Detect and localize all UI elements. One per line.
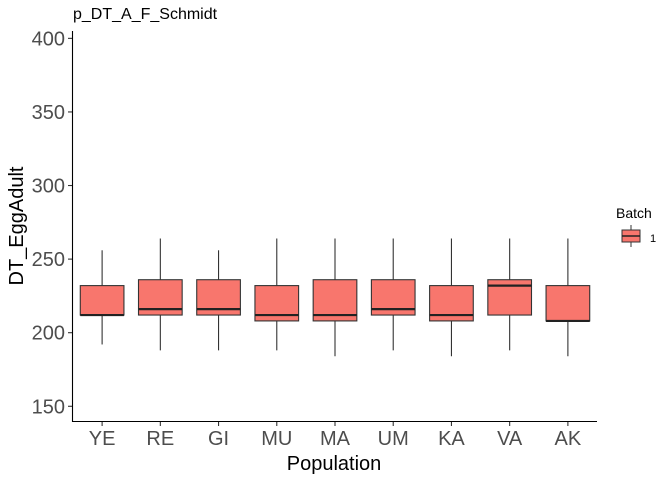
- y-tick-label: 150: [32, 396, 65, 418]
- x-tick-label: MA: [320, 428, 351, 450]
- box-body: [545, 285, 591, 322]
- y-axis: 150 200 250 300 350 400: [32, 28, 73, 418]
- box-va: [487, 238, 533, 351]
- x-tick-label: YE: [89, 428, 116, 450]
- chart-title: p_DT_A_F_Schmidt: [73, 6, 218, 23]
- x-axis: YE RE GI MU MA UM KA VA AK: [89, 421, 582, 450]
- legend-key: [621, 225, 641, 247]
- y-tick-label: 400: [32, 28, 65, 50]
- y-axis-title: DT_EggAdult: [6, 166, 28, 285]
- box-ma: [312, 238, 358, 357]
- box-re: [137, 238, 183, 351]
- boxplot-series: [79, 238, 591, 357]
- legend-title: Batch: [616, 205, 652, 221]
- x-tick-label: AK: [555, 428, 582, 450]
- x-tick-label: UM: [378, 428, 409, 450]
- box-mu: [254, 238, 300, 351]
- y-tick-label: 350: [32, 102, 65, 124]
- x-tick-label: GI: [208, 428, 229, 450]
- x-tick-label: RE: [146, 428, 174, 450]
- legend: Batch 1: [616, 205, 656, 247]
- box-um: [370, 238, 416, 351]
- x-tick-label: VA: [497, 428, 523, 450]
- box-body: [79, 285, 125, 316]
- y-tick-label: 200: [32, 323, 65, 345]
- box-ye: [79, 250, 125, 345]
- legend-label: 1: [650, 233, 656, 245]
- x-tick-label: KA: [438, 428, 465, 450]
- box-gi: [196, 250, 241, 351]
- y-tick-label: 300: [32, 176, 65, 198]
- box-ak: [545, 238, 591, 357]
- x-axis-title: Population: [287, 453, 382, 475]
- y-tick-label: 250: [32, 249, 65, 271]
- x-tick-label: MU: [261, 428, 292, 450]
- box-ka: [429, 238, 474, 357]
